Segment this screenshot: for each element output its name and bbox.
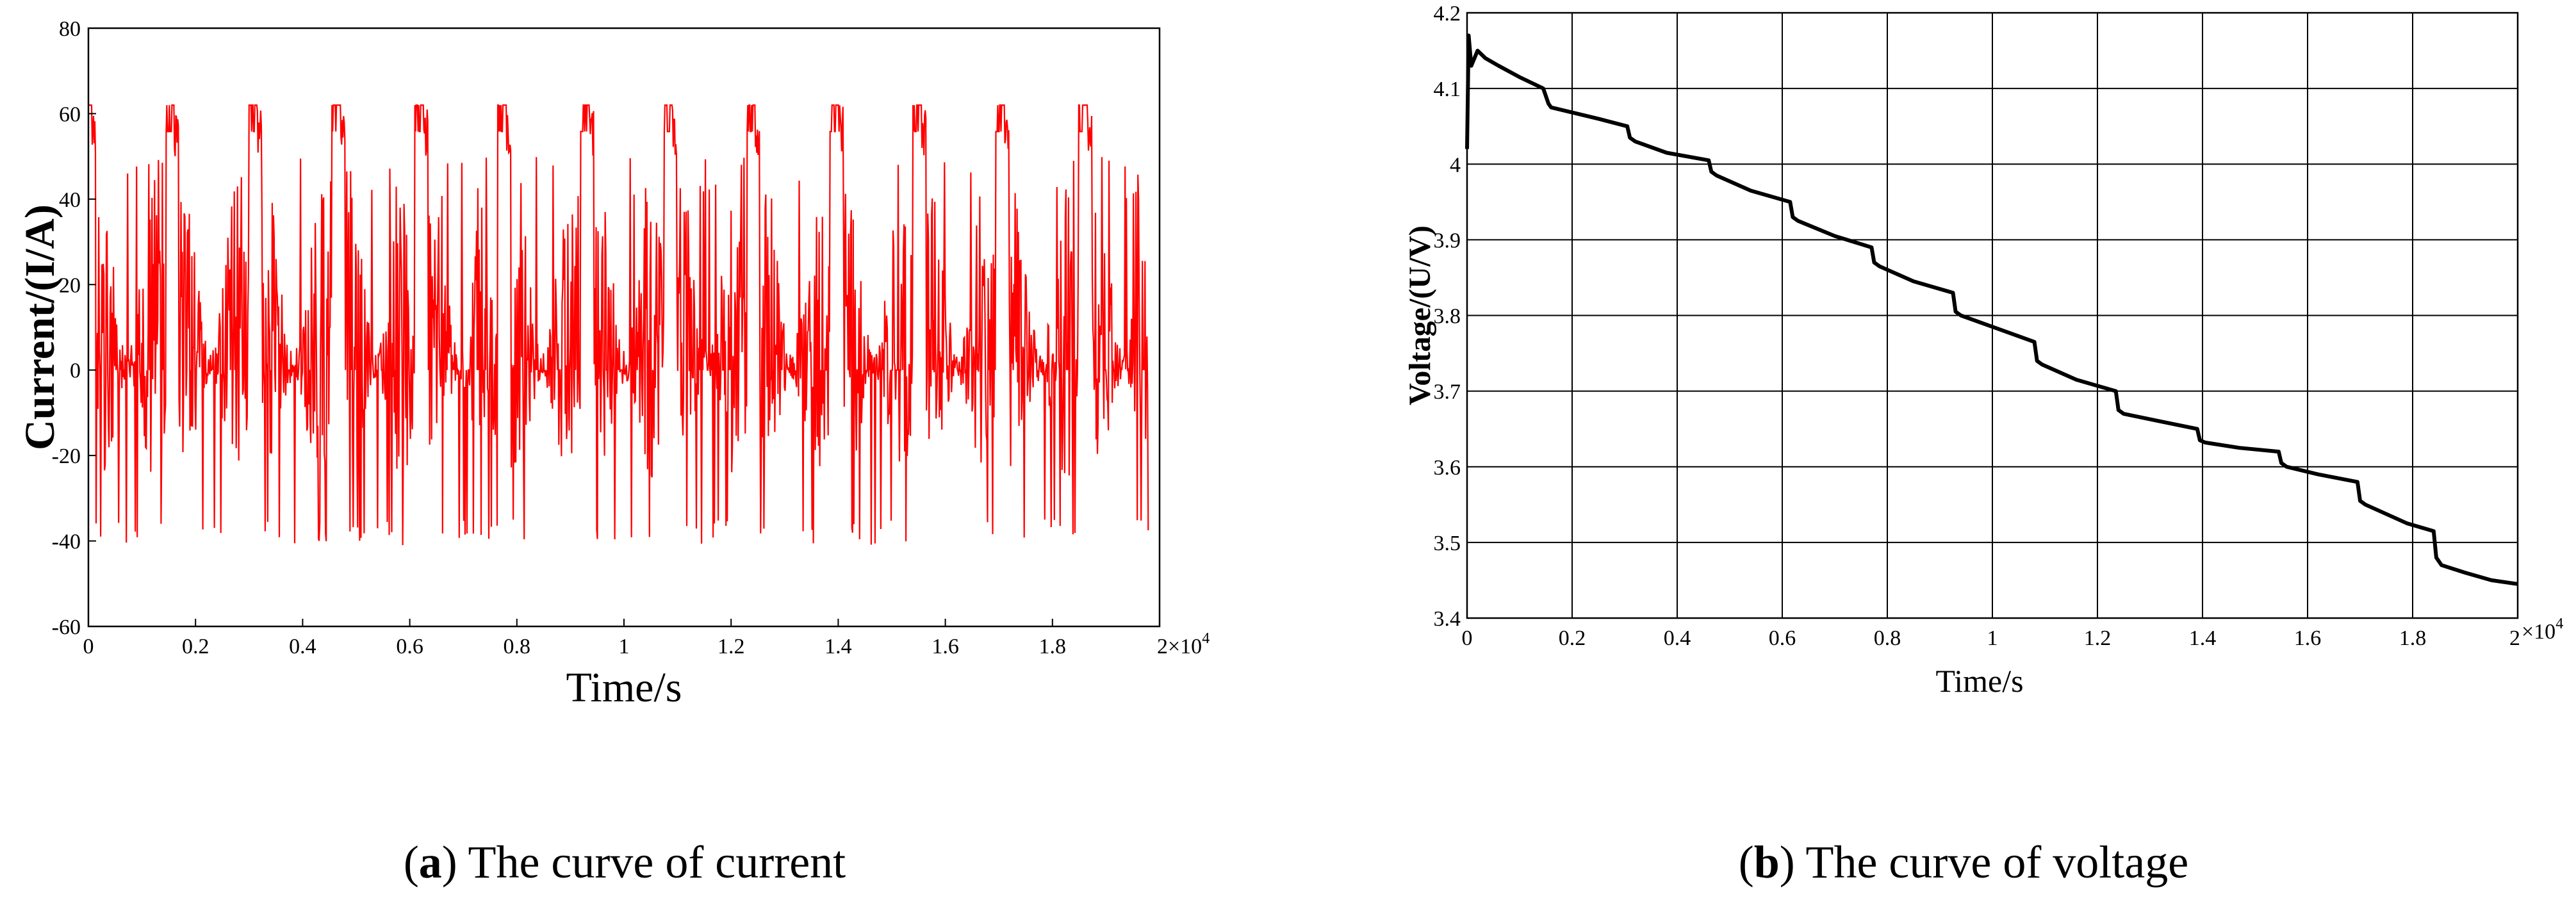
current-y-tick-label: 40 — [59, 188, 81, 212]
voltage-y-tick-label: 3.6 — [1434, 456, 1461, 480]
current-y-ticks: -60 -40 -20 0 20 40 60 80 — [52, 17, 96, 639]
voltage-x-tick-label: 0.8 — [1874, 626, 1901, 650]
voltage-x-tick-label: 0.2 — [1559, 626, 1586, 650]
voltage-x-tick-label: 0 — [1462, 626, 1473, 650]
current-x-tick-label: 0.8 — [504, 635, 531, 658]
voltage-y-tick-label: 4.2 — [1434, 2, 1461, 26]
caption-a-text: The curve of current — [468, 837, 846, 888]
caption-b-text: The curve of voltage — [1805, 837, 2188, 888]
voltage-series-line — [1465, 33, 2518, 586]
current-x-tick-label: 1 — [619, 635, 630, 658]
voltage-y-tick-label: 4.1 — [1434, 78, 1461, 101]
voltage-y-tick-label: 3.7 — [1434, 380, 1461, 404]
current-x-multiplier: 2×104 — [1157, 630, 1210, 658]
voltage-x-multiplier: ×104 — [2522, 616, 2563, 644]
voltage-x-tick-label: 0.4 — [1664, 626, 1691, 650]
current-x-ticks: 0 0.2 0.4 0.6 0.8 1 1.2 1.4 1.6 1.8 — [83, 619, 1067, 658]
current-x-tick-label: 1.8 — [1039, 635, 1067, 658]
voltage-x-axis-label: Time/s — [1935, 663, 2023, 699]
panel-b-voltage: 0 0.2 0.4 0.6 0.8 1 1.2 1.4 1.6 1.8 3.43.53.63.73… — [1403, 2, 2563, 888]
voltage-x-tick-label: 1.2 — [2084, 626, 2112, 650]
current-y-tick-label: 60 — [59, 102, 81, 126]
current-y-tick-label: -40 — [52, 530, 81, 554]
caption-a-letter: a — [419, 837, 442, 888]
voltage-x-tick-label: 1.6 — [2294, 626, 2322, 650]
current-series — [88, 104, 1149, 546]
current-y-tick-label: 0 — [70, 359, 81, 383]
current-x-tick-label: 1.4 — [824, 635, 852, 658]
current-x-tick-label: 0 — [83, 635, 94, 658]
current-y-tick-label: -20 — [52, 445, 81, 468]
voltage-x-tick-label: 1.8 — [2399, 626, 2427, 650]
voltage-y-tick-label: 4 — [1450, 153, 1461, 177]
voltage-y-tick-label: 3.9 — [1434, 229, 1461, 252]
voltage-plot-frame — [1466, 12, 2519, 619]
current-series-line — [88, 104, 1149, 546]
caption-b: (b) The curve of voltage — [1739, 837, 2188, 888]
voltage-grid — [1467, 13, 2518, 618]
current-x-axis-label: Time/s — [566, 664, 682, 711]
current-y-tick-label: 80 — [59, 17, 81, 41]
voltage-x-tick-label: 1 — [1987, 626, 1998, 650]
voltage-y-tick-label: 3.5 — [1434, 532, 1461, 555]
current-x-tick-label: 0.6 — [396, 635, 423, 658]
current-x-tick-label: 0.2 — [182, 635, 209, 658]
current-y-tick-label: 20 — [59, 273, 81, 297]
current-x-tick-label: 1.2 — [718, 635, 745, 658]
voltage-x-ticks: 0 0.2 0.4 0.6 0.8 1 1.2 1.4 1.6 1.8 — [1462, 626, 2427, 650]
voltage-x-tick-label: 1.4 — [2189, 626, 2217, 650]
voltage-y-axis-label: Voltage/(U/V) — [1403, 225, 1437, 405]
caption-b-letter: b — [1754, 837, 1780, 888]
panel-a-current: 0 0.2 0.4 0.6 0.8 1 1.2 1.4 1.6 1.8 -60 -40 -20 0 20 4… — [17, 17, 1210, 888]
voltage-x-tick-label: 0.6 — [1769, 626, 1796, 650]
voltage-x-end-tick-label: 2 — [2509, 626, 2520, 650]
voltage-y-ticks: 3.4 3.5 3.6 3.7 3.8 3.9 4 4.1 4.2 — [1434, 2, 1461, 631]
current-x-tick-label: 1.6 — [931, 635, 959, 658]
voltage-y-tick-label: 3.4 — [1434, 607, 1461, 631]
current-y-axis-label: Current/(I/A) — [17, 204, 63, 450]
caption-a: (a) The curve of current — [404, 837, 846, 888]
voltage-y-tick-label: 3.8 — [1434, 305, 1461, 329]
current-x-tick-label: 0.4 — [289, 635, 316, 658]
current-y-tick-label: -60 — [52, 616, 81, 639]
